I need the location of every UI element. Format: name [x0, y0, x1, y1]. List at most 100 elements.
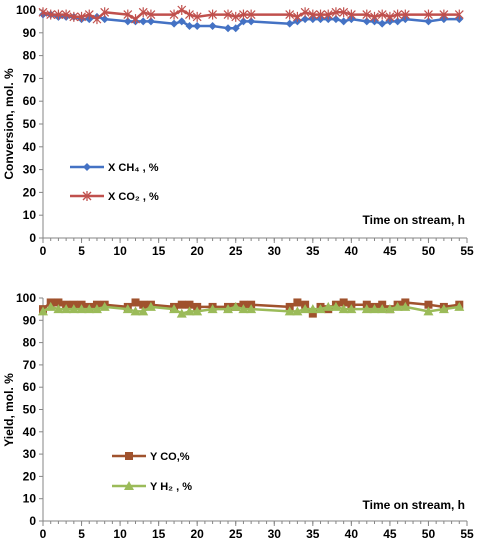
data-point: [346, 304, 357, 314]
data-point: [176, 308, 187, 318]
data-point: [370, 11, 379, 22]
y-tick-label: 90: [23, 26, 37, 40]
data-point: [123, 17, 132, 26]
legend-label-y-h2: Y H₂ , %: [150, 481, 192, 493]
y-tick-label: 40: [23, 140, 37, 154]
yield-legend: Y CO,% Y H₂ , %: [112, 451, 192, 493]
data-point: [131, 298, 140, 307]
data-point: [384, 304, 395, 314]
yield-x-axis-title: Time on stream, h: [363, 498, 465, 512]
yield-x-ticks: 0 5 10 15 20 25 30 35 40 45 50 55: [40, 527, 474, 541]
x-tick-label: 0: [40, 244, 47, 258]
data-point: [38, 306, 48, 316]
data-point: [123, 9, 133, 20]
data-point: [69, 11, 79, 22]
data-point: [377, 304, 388, 314]
conversion-plot-area: [43, 10, 467, 238]
data-point: [146, 17, 155, 26]
data-point: [122, 304, 133, 314]
x-tick-label: 10: [113, 244, 127, 258]
legend-entry-y-h2: Y H₂ , %: [112, 481, 192, 493]
conversion-x-axis-title: Time on stream, h: [363, 213, 465, 227]
data-point: [285, 19, 294, 28]
x-tick-label: 40: [345, 527, 359, 541]
series-line: [42, 305, 460, 315]
series-0-1: [38, 5, 464, 25]
data-point: [231, 24, 240, 33]
x-tick-label: 5: [78, 527, 85, 541]
data-point: [293, 298, 302, 307]
data-point: [207, 304, 218, 314]
data-point: [192, 11, 202, 22]
x-tick-label: 0: [40, 527, 47, 541]
data-point: [301, 15, 310, 24]
data-point: [423, 306, 434, 316]
y-tick-label: 10: [23, 208, 37, 222]
data-point: [292, 11, 302, 22]
data-point: [177, 300, 186, 309]
data-point: [84, 304, 95, 314]
yield-plot-area: [43, 298, 467, 521]
data-point: [185, 300, 194, 309]
data-point: [362, 9, 372, 20]
y-tick-label: 0: [29, 231, 36, 245]
data-point: [300, 304, 311, 314]
data-point: [392, 301, 403, 311]
data-point: [454, 9, 464, 20]
y-tick-label: 10: [23, 492, 37, 506]
x-tick-label: 50: [422, 244, 436, 258]
x-tick-label: 55: [460, 244, 474, 258]
data-point: [439, 9, 449, 20]
conversion-x-ticks: 0 5 10 15 20 25 30 35 40 45 50 55: [40, 244, 474, 258]
x-tick-label: 15: [152, 244, 166, 258]
data-point: [184, 306, 195, 316]
y-tick-label: 20: [23, 469, 37, 483]
data-point: [331, 7, 341, 18]
x-tick-label: 30: [268, 244, 282, 258]
data-point: [139, 300, 148, 309]
conversion-y-ticks: 0 10 20 30 40 50 60 70 80 90 100: [16, 3, 36, 245]
data-point: [61, 9, 71, 20]
data-point: [53, 9, 63, 20]
data-point: [400, 9, 410, 20]
data-point: [331, 15, 340, 24]
data-point: [53, 304, 64, 314]
data-point: [68, 304, 79, 314]
series-line: [42, 8, 460, 21]
y-tick-label: 50: [23, 117, 37, 131]
x-tick-label: 20: [191, 527, 205, 541]
data-point: [38, 7, 48, 18]
x-tick-label: 25: [229, 527, 243, 541]
data-point: [362, 17, 371, 26]
yield-y-axis-title: Yield, mol. %: [2, 373, 16, 447]
legend-marker-square: [125, 452, 133, 460]
data-point: [100, 7, 110, 18]
data-point: [77, 11, 86, 22]
y-tick-label: 40: [23, 425, 37, 439]
data-point: [378, 19, 387, 28]
data-point: [247, 17, 256, 26]
data-point: [223, 9, 233, 20]
data-point: [54, 298, 63, 307]
x-tick-label: 20: [191, 244, 205, 258]
yield-series: [38, 298, 465, 318]
yield-axes: [39, 297, 468, 526]
y-tick-label: 70: [23, 358, 37, 372]
data-point: [230, 301, 241, 311]
data-point: [393, 9, 403, 20]
legend-entry-y-co: Y CO,%: [112, 451, 190, 463]
data-point: [146, 9, 156, 20]
y-tick-label: 80: [23, 336, 37, 350]
data-point: [185, 9, 194, 20]
data-point: [307, 304, 318, 314]
y-tick-label: 30: [23, 163, 37, 177]
legend-marker-triangle: [124, 481, 134, 490]
data-point: [193, 21, 202, 30]
data-point: [76, 304, 87, 314]
data-point: [231, 11, 241, 22]
data-point: [84, 9, 94, 20]
data-point: [177, 17, 186, 26]
x-tick-label: 50: [422, 527, 436, 541]
x-tick-label: 45: [383, 244, 397, 258]
data-point: [369, 304, 380, 314]
